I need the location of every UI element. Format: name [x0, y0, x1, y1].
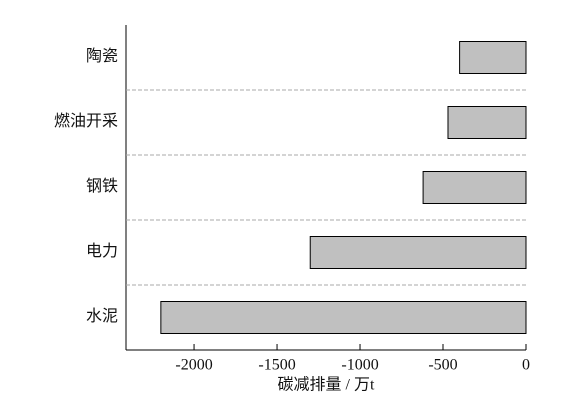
x-axis-label: 碳减排量 / 万t	[278, 376, 375, 394]
x-tick-label: -1500	[258, 357, 295, 374]
bar	[459, 41, 527, 74]
bar	[422, 171, 527, 204]
bar	[309, 236, 527, 269]
x-tick-label: -1000	[341, 357, 378, 374]
y-tick-label: 陶瓷	[86, 47, 118, 65]
y-tick-label: 水泥	[86, 307, 118, 325]
y-tick-label: 燃油开采	[54, 112, 118, 130]
x-tick-label: -2000	[175, 357, 212, 374]
y-tick-label: 电力	[86, 242, 118, 260]
bar	[160, 301, 527, 334]
bar	[447, 106, 527, 139]
x-tick-label: 0	[522, 357, 530, 374]
y-tick-label: 钢铁	[86, 177, 118, 195]
x-tick-label: -500	[428, 357, 457, 374]
